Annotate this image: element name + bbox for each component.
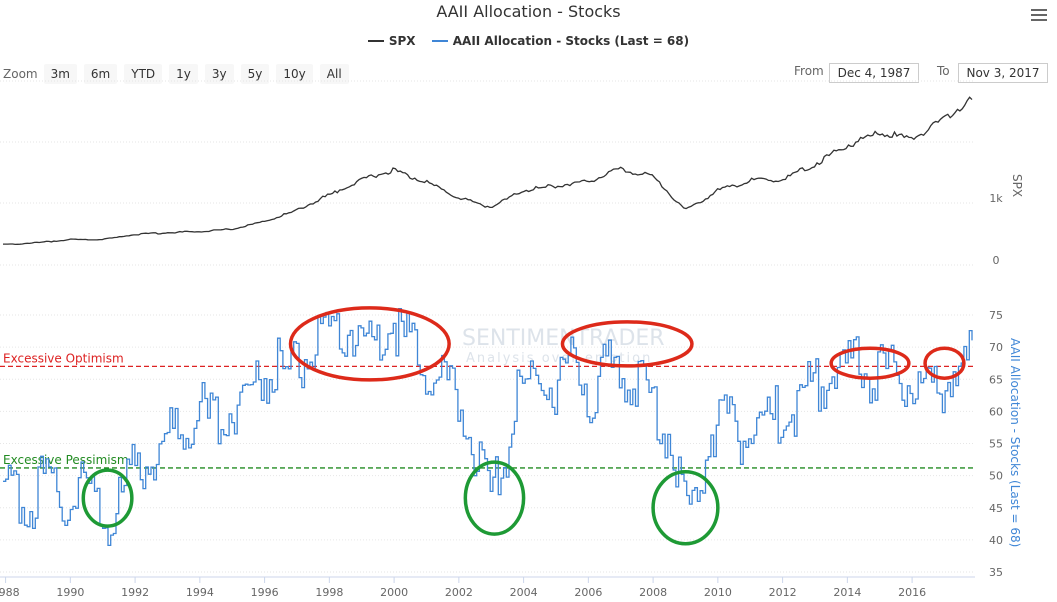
- aaii-series-line: [3, 307, 973, 547]
- zoom-ytd-button[interactable]: YTD: [124, 64, 163, 84]
- range-to-input[interactable]: Nov 3, 2017: [958, 63, 1048, 83]
- legend-label-aaii: AAII Allocation - Stocks (Last = 68): [452, 34, 690, 48]
- chart-title: AAII Allocation - Stocks: [436, 2, 621, 21]
- aaii-y-tick-label: 60: [989, 405, 1003, 418]
- legend-item-aaii[interactable]: AAII Allocation - Stocks (Last = 68): [431, 34, 690, 48]
- zoom-6m-button[interactable]: 6m: [83, 64, 118, 84]
- aaii-y-tick-label: 35: [989, 566, 1003, 579]
- aaii-y-tick-label: 40: [989, 534, 1003, 547]
- zoom-1y-button[interactable]: 1y: [169, 64, 198, 84]
- spx-y-tick-label: 0: [993, 254, 1000, 267]
- aaii-y-tick-label: 55: [989, 438, 1003, 451]
- zoom-3y-button[interactable]: 3y: [204, 64, 234, 84]
- legend: SPX AAII Allocation - Stocks (Last = 68): [0, 31, 1057, 48]
- pessimism-highlight-0: [81, 468, 134, 528]
- zoom-all-button[interactable]: All: [319, 64, 349, 84]
- x-tick-label: 2002: [445, 586, 473, 599]
- aaii-axis-title: AAII Allocation - Stocks (Last = 68): [1008, 338, 1022, 547]
- x-tick-label: 1992: [121, 586, 149, 599]
- range-from-label: From: [794, 64, 824, 78]
- zoom-label: Zoom: [3, 67, 38, 81]
- x-tick-label: 2014: [833, 586, 861, 599]
- optimism-highlight-2: [829, 346, 911, 380]
- spx-series-line: [3, 96, 973, 246]
- x-tick-label: 2008: [639, 586, 667, 599]
- x-tick-label: 1990: [56, 586, 84, 599]
- x-tick-label: 1996: [251, 586, 279, 599]
- x-tick-label: 2016: [898, 586, 926, 599]
- spx-axis-title: SPX: [1010, 174, 1024, 197]
- aaii-y-tick-label: 65: [989, 373, 1003, 386]
- zoom-10y-button[interactable]: 10y: [276, 64, 313, 84]
- aaii-y-tick-label: 50: [989, 470, 1003, 483]
- x-tick-label: 2012: [769, 586, 797, 599]
- range-to-label: To: [937, 64, 950, 78]
- aaii-y-tick-label: 45: [989, 502, 1003, 515]
- spx-gridlines: [0, 80, 975, 266]
- zoom-5y-button[interactable]: 5y: [240, 64, 270, 84]
- range-from-input[interactable]: Dec 4, 1987: [829, 63, 919, 83]
- threshold-label-1: Excessive Pessimism: [3, 453, 129, 467]
- threshold-label-0: Excessive Optimism: [3, 351, 124, 365]
- x-tick-label: 2006: [574, 586, 602, 599]
- legend-swatch-spx: [367, 40, 384, 42]
- hamburger-icon[interactable]: [1031, 9, 1047, 23]
- aaii-y-tick-label: 75: [989, 309, 1003, 322]
- legend-swatch-aaii: [431, 40, 448, 42]
- x-tick-label: 2010: [704, 586, 732, 599]
- aaii-y-tick-label: 70: [989, 341, 1003, 354]
- watermark-subtext: Analysis over emotion: [466, 351, 652, 366]
- spx-y-tick-label: 1k: [989, 192, 1003, 205]
- optimism-highlight-3: [923, 346, 966, 380]
- legend-label-spx: SPX: [388, 34, 416, 48]
- x-tick-label: 2004: [510, 586, 538, 599]
- x-tick-label: 1998: [315, 586, 343, 599]
- optimism-highlight-0: [288, 306, 451, 382]
- legend-item-spx[interactable]: SPX: [367, 34, 416, 48]
- x-tick-label: 1988: [0, 586, 20, 599]
- x-tick-label: 2000: [380, 586, 408, 599]
- pessimism-highlight-1: [463, 460, 526, 536]
- zoom-3m-button[interactable]: 3m: [43, 64, 77, 84]
- aaii-gridlines: [0, 314, 975, 573]
- optimism-highlight-1: [560, 320, 694, 368]
- zoom-controls: Zoom 3m 6m YTD 1y 3y 5y 10y All: [3, 64, 356, 84]
- pessimism-highlight-2: [651, 470, 720, 546]
- x-tick-label: 1994: [186, 586, 214, 599]
